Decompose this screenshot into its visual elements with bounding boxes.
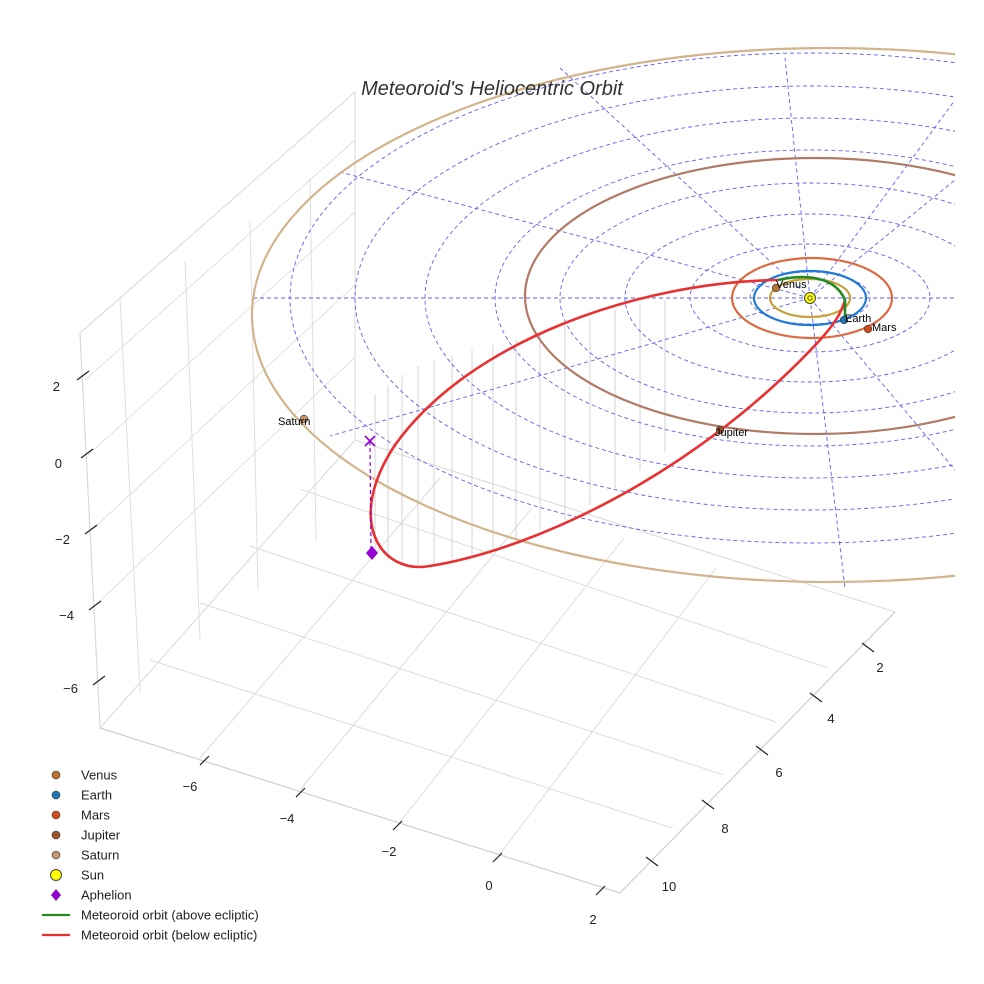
planet-orbits [251,46,955,584]
legend-label: Mars [81,808,110,823]
y-tick-label: 6 [775,765,782,780]
y-tick-label: 8 [721,821,728,836]
floor-grid [149,477,829,855]
earth-label: Earth [845,313,871,325]
y-tick-labels: 2 4 6 8 10 [662,660,884,894]
legend-item: Jupiter [51,828,121,843]
jupiter-orbit [523,156,955,436]
chart-title: Meteoroid's Heliocentric Orbit [361,78,624,100]
legend-label: Jupiter [81,828,121,843]
legend-item: Earth [51,788,112,803]
x-tick-label: −6 [183,779,198,794]
axis-box [79,90,896,894]
x-tick-label: 2 [589,912,596,927]
legend-item: Sun [50,868,104,883]
legend-symbol [51,830,61,840]
saturn-marker [299,414,309,424]
x-tick-label: −2 [382,844,397,859]
floor-pane [99,439,896,894]
ecliptic-grid [250,52,955,589]
x-tick-label: 0 [485,878,492,893]
z-tick-label: −2 [55,532,70,547]
jupiter-label: Jupiter [715,427,748,439]
legend-label: Aphelion [81,888,132,903]
aphelion-drop-line [369,440,372,553]
legend-label: Earth [81,788,112,803]
jupiter-marker [715,425,725,435]
earth-marker [839,315,849,325]
y-tick-label: 10 [662,879,676,894]
orbit-below-ecliptic [369,278,847,569]
y-tick-label: 2 [876,660,883,675]
mars-label: Mars [872,322,897,334]
legend-item: Venus [51,768,118,783]
legend-label: Saturn [81,848,119,863]
venus-label: Venus [776,279,807,291]
venus-marker [771,283,781,293]
mars-marker [863,324,873,334]
wall-grid [84,139,356,693]
legend-item: Meteoroid orbit (above ecliptic) [42,908,259,923]
planet-markers: Venus Earth Mars Jupiter Saturn [278,279,897,439]
legend-label: Meteoroid orbit (below ecliptic) [81,928,257,943]
projection-lines [374,300,666,565]
legend-symbol [51,790,61,800]
legend-symbol [51,810,61,820]
saturn-orbit [251,46,955,584]
legend-label: Venus [81,768,118,783]
venus-orbit [768,277,852,319]
legend-item: Aphelion [51,888,132,903]
aphelion-projection-x [364,435,376,447]
legend-item: Mars [51,808,110,823]
legend-symbol [51,889,61,901]
x-tick-labels: −6 −4 −2 0 2 [183,779,597,927]
legend-item: Meteoroid orbit (below ecliptic) [42,928,257,943]
x-tick-label: −4 [280,811,295,826]
aphelion-marker [366,546,378,560]
legend-symbol [51,770,61,780]
y-tick-label: 4 [827,711,834,726]
saturn-label: Saturn [278,416,310,428]
z-tick-labels: 2 0 −2 −4 −6 [53,379,78,696]
legend-label: Meteoroid orbit (above ecliptic) [81,908,259,923]
z-tick-label: 0 [55,456,62,471]
z-tick-label: −6 [63,681,78,696]
legend-symbol [51,850,61,860]
legend-symbol [50,869,62,881]
mars-orbit [730,256,894,340]
z-tick-label: 2 [53,379,60,394]
x-axis [99,727,621,896]
legend-label: Sun [81,868,104,883]
z-axis [76,370,106,686]
y-axis [619,611,896,894]
legend: Venus Earth Mars Jupiter Saturn Sun Aphelion Me… [42,768,259,943]
earth-orbit [752,269,868,327]
meteoroid-orbit [369,275,847,569]
legend-item: Saturn [51,848,119,863]
z-tick-label: −4 [59,608,74,623]
orbit-above-ecliptic [777,275,847,318]
sun-marker [804,292,816,304]
